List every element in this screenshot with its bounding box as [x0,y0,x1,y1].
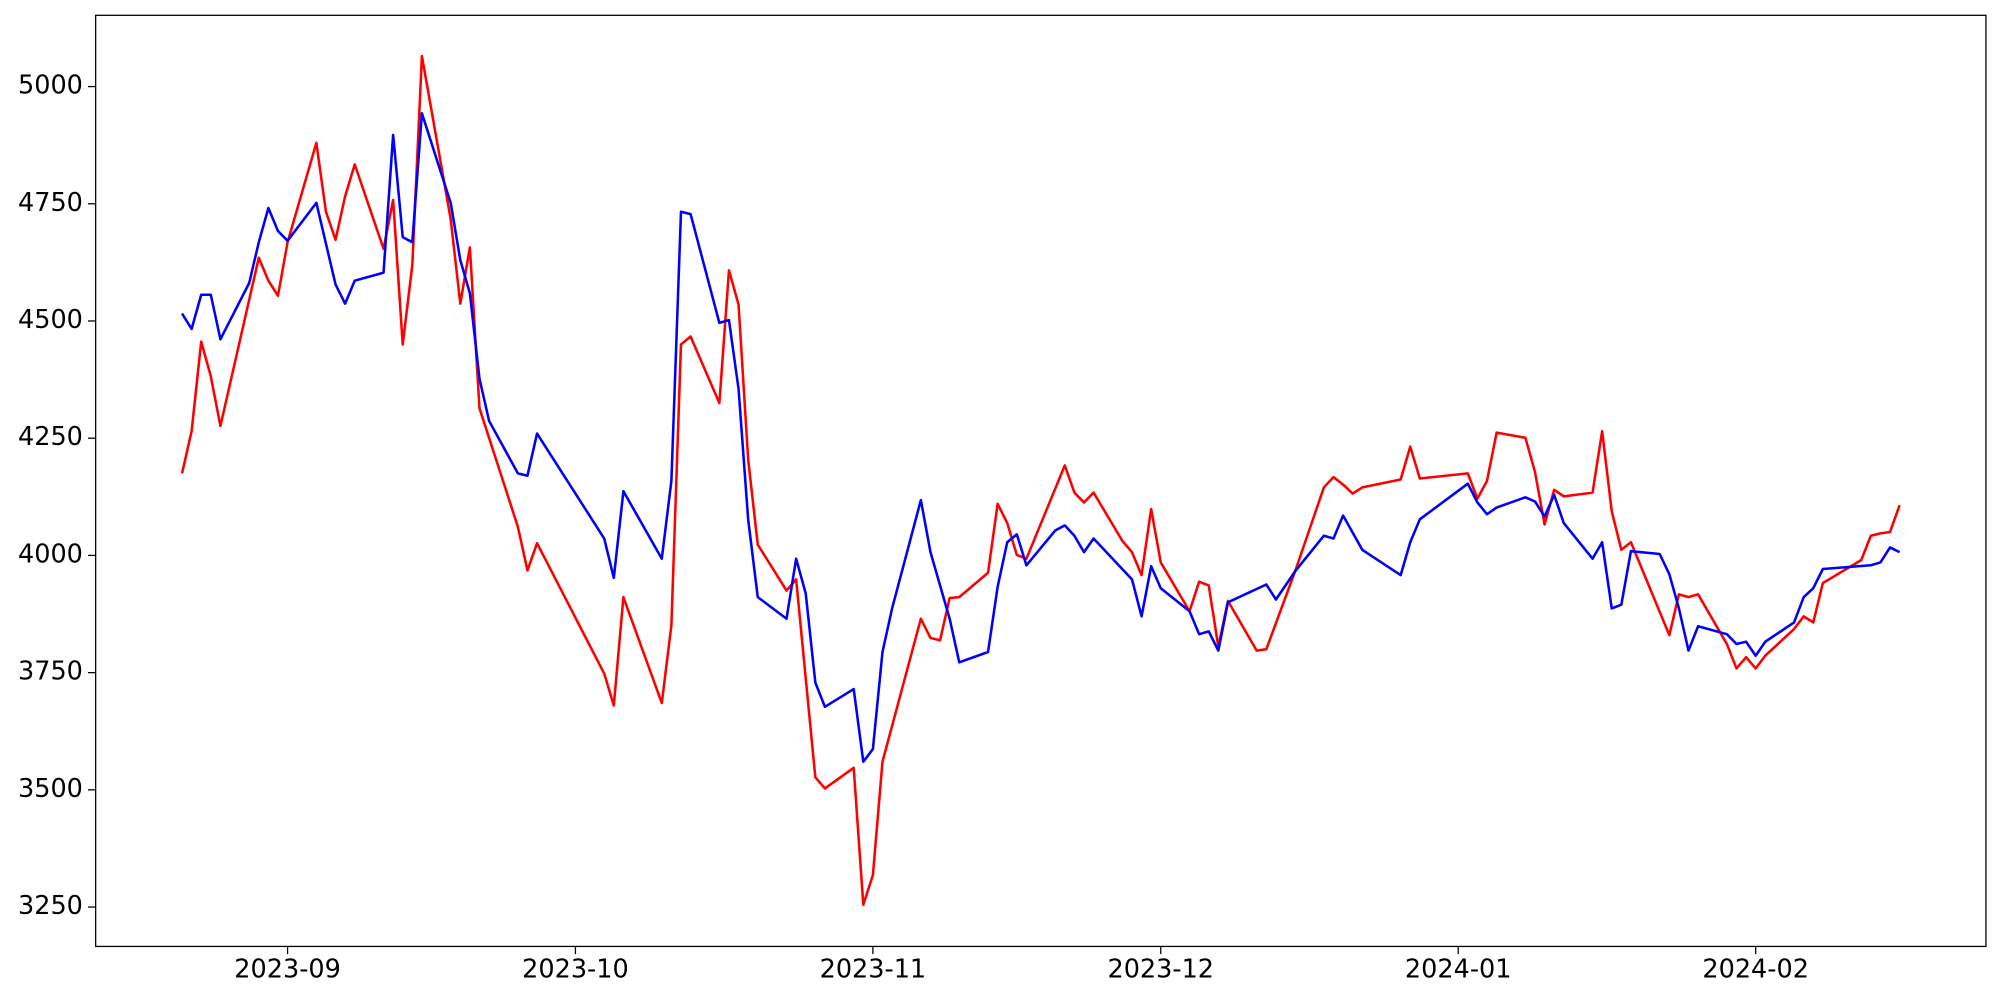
y-tick-label: 4000 [18,539,83,569]
line-series [180,54,1901,906]
y-tick-label: 3500 [18,774,83,804]
x-tick-label: 2023-09 [234,955,341,985]
y-tick-label: 4500 [18,305,83,335]
y-tick-label: 5000 [18,71,83,101]
x-tick-label: 2024-02 [1702,955,1809,985]
y-tick-label: 4750 [18,188,83,218]
x-tick-label: 2023-12 [1107,955,1214,985]
y-tick-label: 4250 [18,422,83,452]
y-tick-label: 3750 [18,657,83,687]
plot-frame [95,14,1987,948]
x-tick-label: 2023-11 [820,955,927,985]
x-tick-label: 2024-01 [1405,955,1512,985]
x-tick-label: 2023-10 [522,955,629,985]
y-tick-label: 3250 [18,891,83,921]
line-series [180,112,1901,763]
